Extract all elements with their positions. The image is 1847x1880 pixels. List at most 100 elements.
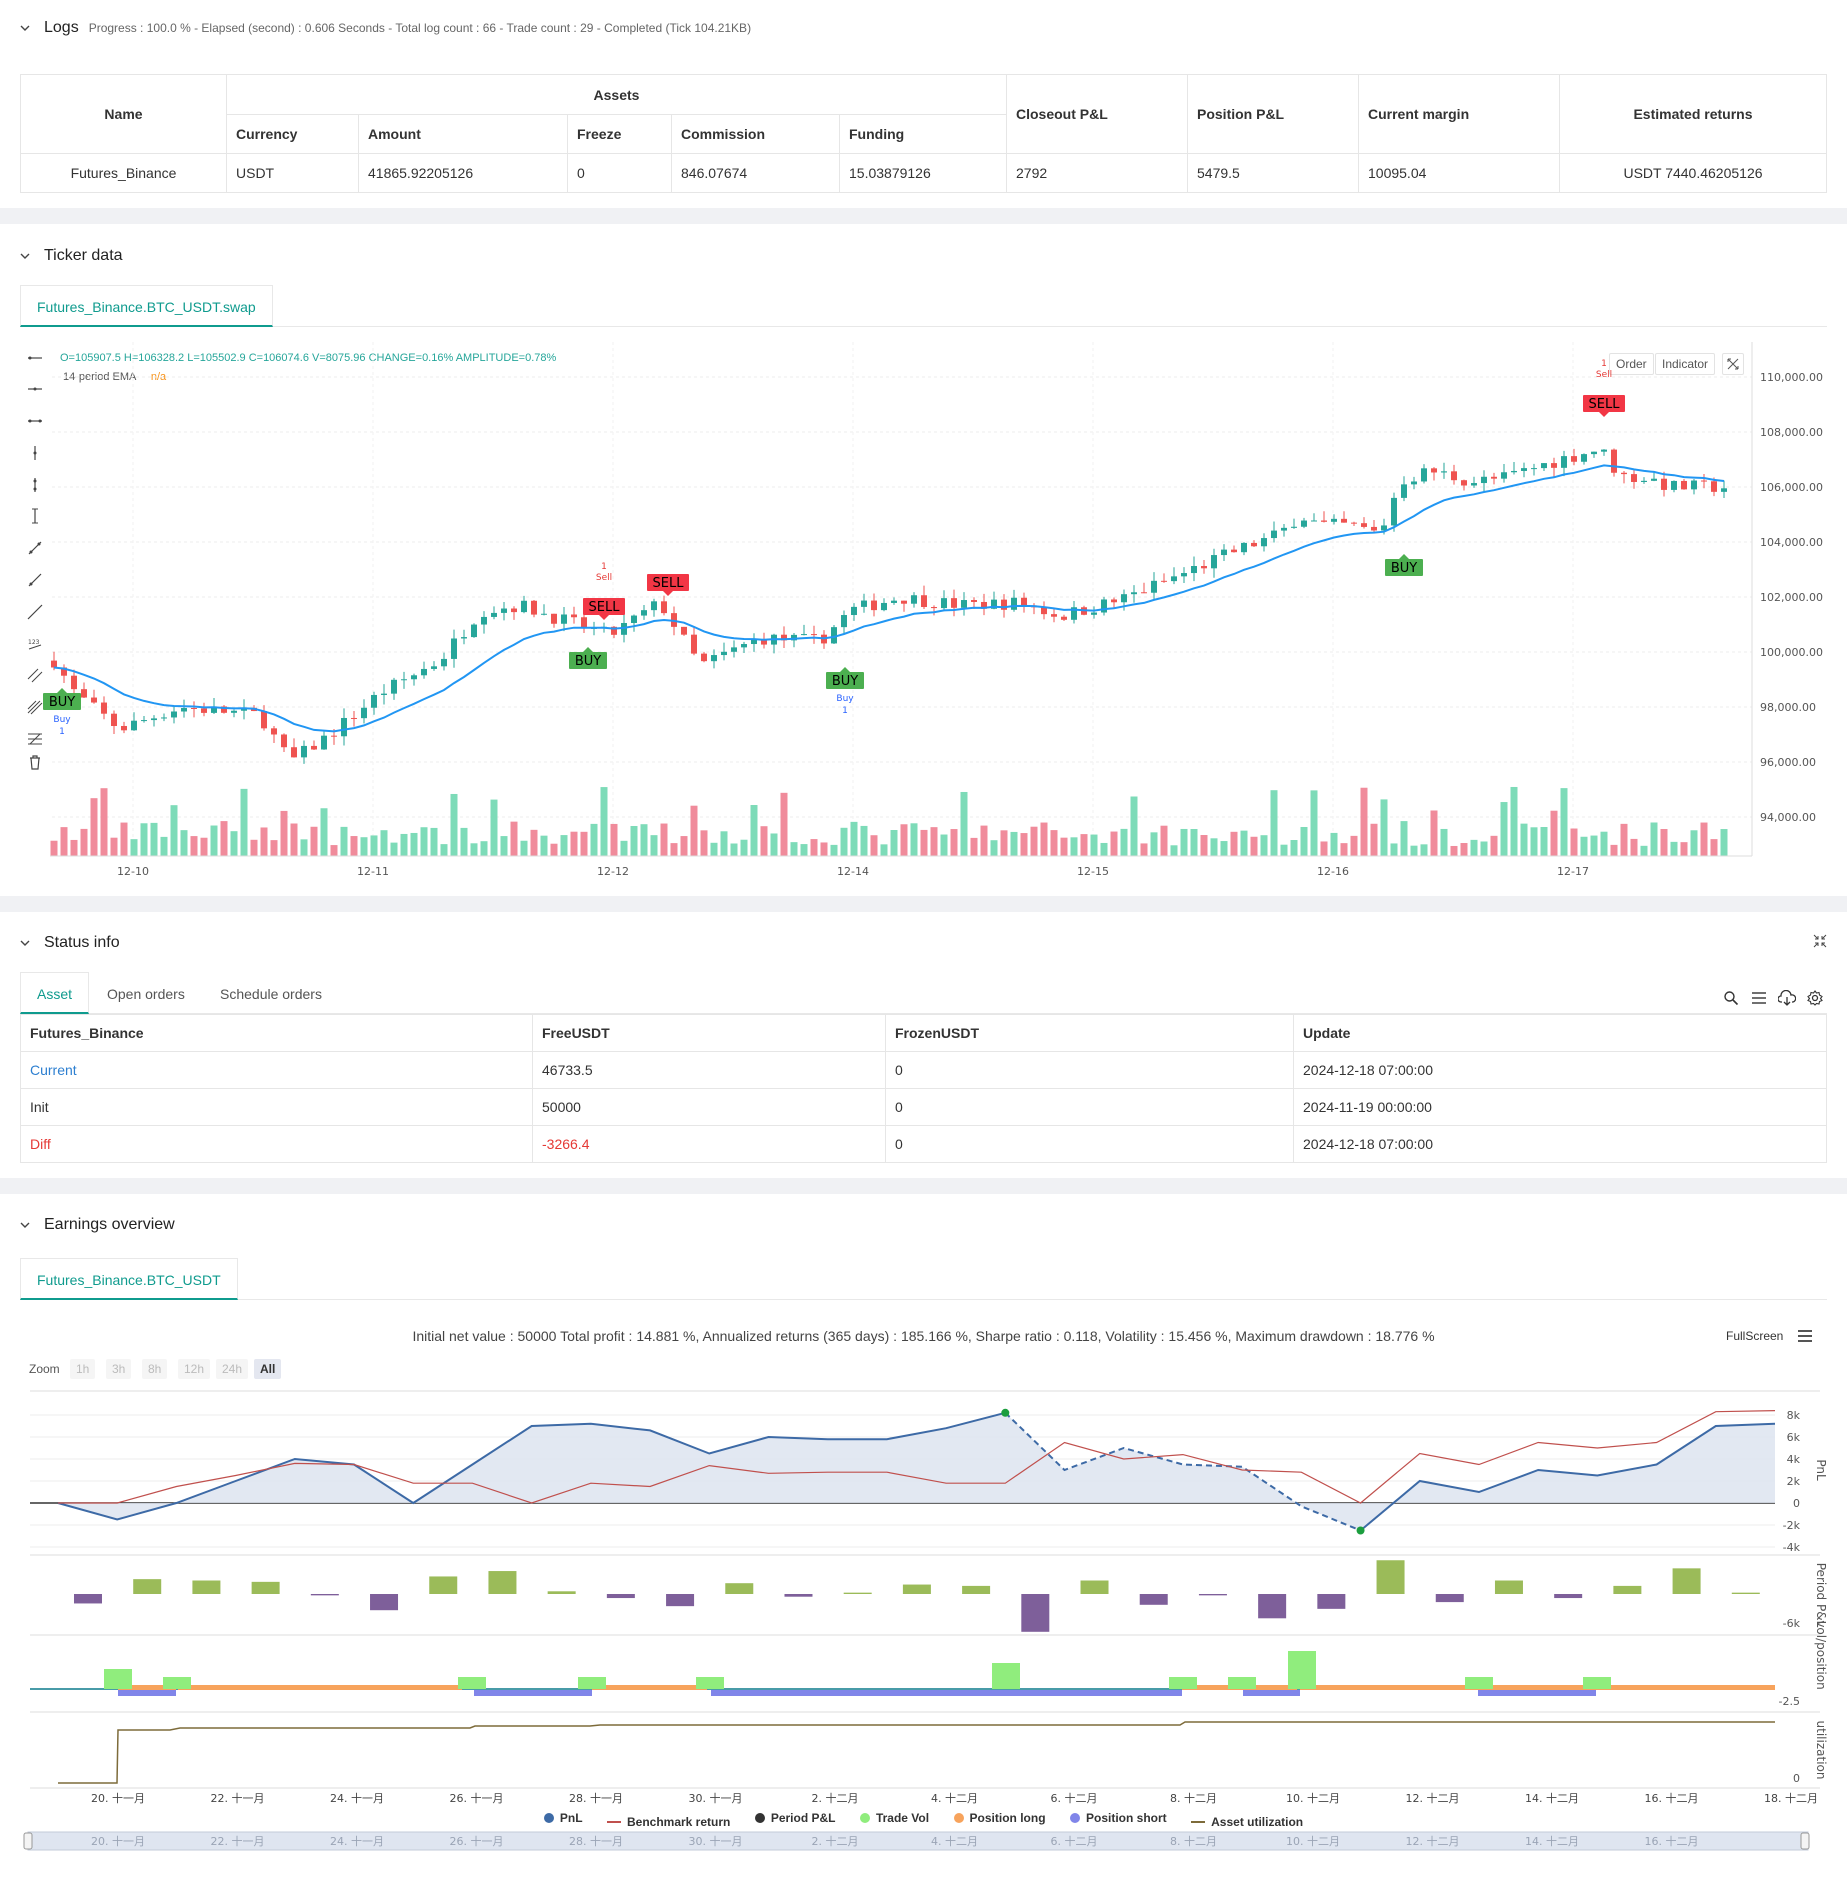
volume-bar <box>1370 823 1378 856</box>
candle-body <box>311 745 317 750</box>
zoom-12h[interactable]: 12h <box>178 1359 211 1379</box>
fib-retracement-icon[interactable] <box>27 731 43 747</box>
horizontal-line-icon[interactable] <box>27 381 43 397</box>
signal-label-box <box>583 598 625 615</box>
legend-benchmark[interactable]: Benchmark return <box>606 1815 730 1829</box>
zoom-8h[interactable]: 8h <box>142 1359 168 1379</box>
vertical-segment-icon[interactable] <box>27 477 43 493</box>
zoom-all[interactable]: All <box>254 1359 282 1379</box>
signal-label: SELL <box>1589 397 1621 412</box>
candle-body <box>1611 449 1617 473</box>
signal-sub: Buy <box>53 715 71 725</box>
tab-ticker-symbol[interactable]: Futures_Binance.BTC_USDT.swap <box>20 285 273 327</box>
indicator-button[interactable]: Indicator <box>1655 353 1716 375</box>
legend-swatch <box>1070 1813 1080 1823</box>
candle-body <box>131 720 137 731</box>
volume-bar <box>640 824 648 856</box>
volume-bar <box>780 792 788 856</box>
candle-body <box>1571 456 1577 462</box>
row-label-current[interactable]: Current <box>20 1051 533 1089</box>
zoom-3h[interactable]: 3h <box>106 1359 132 1379</box>
candle-body <box>1281 527 1287 531</box>
legend-position-short[interactable]: Position short <box>1070 1811 1167 1825</box>
vertical-line-icon[interactable] <box>27 445 43 461</box>
ticker-header[interactable]: Ticker data <box>20 244 123 268</box>
tab-schedule-orders[interactable]: Schedule orders <box>220 986 322 1002</box>
volume-bar <box>550 843 558 856</box>
volume-bar <box>1290 840 1298 856</box>
tab-earnings-symbol[interactable]: Futures_Binance.BTC_USDT <box>20 1258 238 1300</box>
legend-asset-utilization[interactable]: Asset utilization <box>1191 1815 1303 1829</box>
candle-body <box>711 655 717 662</box>
legend-swatch <box>1191 1821 1206 1823</box>
candle-body <box>1501 472 1507 479</box>
legend-pnl[interactable]: PnL <box>543 1811 583 1825</box>
logs-header[interactable]: Logs Progress : 100.0 % - Elapsed (secon… <box>20 16 751 40</box>
extended-trend-icon[interactable] <box>27 604 43 620</box>
candle-body <box>371 694 377 708</box>
candle-body <box>1461 480 1467 486</box>
status-header[interactable]: Status info <box>20 931 120 955</box>
volume-bar <box>520 840 528 856</box>
legend-position-long[interactable]: Position long <box>953 1811 1046 1825</box>
trend-line-icon[interactable] <box>27 540 43 556</box>
extended-line-icon[interactable] <box>27 413 43 429</box>
menu-icon[interactable] <box>1797 1328 1813 1344</box>
tab-open-orders[interactable]: Open orders <box>107 986 185 1002</box>
candle-body <box>1451 471 1457 481</box>
zoom-1h[interactable]: 1h <box>70 1359 96 1379</box>
col-estimated: Estimated returns <box>1559 74 1827 154</box>
fullscreen-button[interactable]: FullScreen <box>1726 1329 1783 1343</box>
horizontal-ray-icon[interactable] <box>27 350 43 366</box>
x-tick-label: 12-12 <box>597 865 629 878</box>
cell-frozen: 0 <box>885 1051 1294 1089</box>
candle-body <box>1601 449 1607 452</box>
legend-period-pnl[interactable]: Period P&L <box>754 1811 836 1825</box>
candle-body <box>931 607 937 609</box>
gear-icon[interactable] <box>1807 990 1823 1006</box>
legend-swatch <box>953 1813 964 1823</box>
label-icon[interactable]: 123 <box>27 635 43 651</box>
candlestick-chart[interactable]: BUYBuy1BUYSELLSell1SELLBUYBuy1BUYSELLSel… <box>0 224 1847 896</box>
volume-bar <box>360 837 368 856</box>
volume-bar <box>920 829 928 856</box>
candle-body <box>231 710 237 713</box>
volume-bar <box>1350 835 1358 856</box>
volume-bar <box>1250 836 1258 856</box>
tab-asset[interactable]: Asset <box>20 972 90 1014</box>
volume-bar <box>210 825 218 856</box>
signal-arrow <box>1599 412 1609 417</box>
volume-bar <box>700 830 708 856</box>
volume-bar <box>490 799 498 856</box>
collapse-icon[interactable] <box>1813 934 1827 948</box>
volume-bar <box>100 788 108 856</box>
volume-bar <box>1280 844 1288 856</box>
volume-bar <box>1160 825 1168 856</box>
candle-body <box>151 718 157 721</box>
search-icon[interactable] <box>1723 990 1739 1006</box>
pitchfork-icon[interactable] <box>27 699 43 715</box>
price-line-icon[interactable] <box>27 508 43 524</box>
legend-label: PnL <box>559 1811 583 1825</box>
expand-icon[interactable] <box>1722 353 1744 375</box>
cloud-download-icon[interactable] <box>1777 989 1797 1006</box>
parallel-channel-icon[interactable] <box>27 667 43 683</box>
trash-icon[interactable] <box>27 754 43 770</box>
cell-commission: 846.07674 <box>671 153 840 193</box>
candle-body <box>1441 471 1447 473</box>
list-icon[interactable] <box>1751 990 1767 1006</box>
candle-body <box>731 647 737 652</box>
candle-body <box>1071 607 1077 620</box>
candle-body <box>651 601 657 611</box>
candle-body <box>1001 599 1007 610</box>
signal-label-box <box>43 693 81 710</box>
order-button[interactable]: Order <box>1609 353 1654 375</box>
candle-body <box>791 634 797 641</box>
zoom-24h[interactable]: 24h <box>216 1359 249 1379</box>
ray-icon[interactable] <box>27 572 43 588</box>
volume-bar <box>720 831 728 856</box>
earnings-summary: Initial net value : 50000 Total profit :… <box>412 1328 1435 1344</box>
legend-trade-vol[interactable]: Trade Vol <box>859 1811 929 1825</box>
cell-frozen: 0 <box>885 1125 1294 1163</box>
earnings-header[interactable]: Earnings overview <box>20 1213 175 1237</box>
